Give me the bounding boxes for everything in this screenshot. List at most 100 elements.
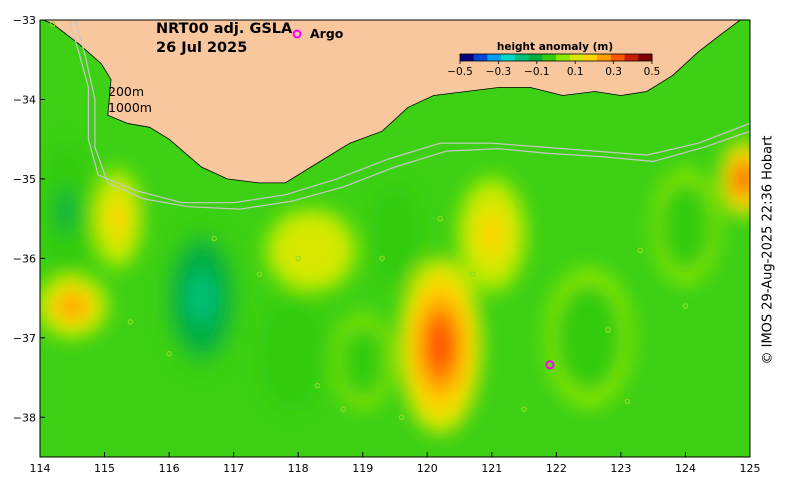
colorbar-swatch — [542, 54, 557, 61]
drifter-marker — [514, 199, 521, 206]
colorbar-tick-label: −0.5 — [447, 66, 473, 78]
anomaly-feature — [651, 168, 720, 285]
colorbar-tick-label: 0.1 — [567, 66, 584, 78]
drifter-marker — [637, 247, 644, 254]
colorbar-gradient — [459, 53, 653, 62]
x-tick-label: 115 — [94, 462, 115, 475]
plot-frame — [39, 19, 751, 458]
drifter-marker — [166, 350, 172, 357]
colorbar-swatch — [473, 54, 488, 61]
anomaly-contour — [425, 315, 455, 376]
drifter-marker — [469, 271, 476, 278]
y-tick-label: −38 — [13, 411, 36, 424]
colorbar-swatch — [610, 54, 625, 61]
x-tick-label: 121 — [481, 462, 502, 475]
drifter-marker — [340, 406, 347, 413]
x-tick-label: 114 — [30, 462, 51, 475]
colorbar-tick-label: 0.5 — [644, 66, 661, 78]
anomaly-contour — [187, 272, 215, 324]
colorbar-swatch — [638, 54, 653, 61]
x-tick-label: 117 — [223, 462, 244, 475]
colorbar-title: height anomaly (m) — [497, 41, 613, 53]
x-tick-label: 123 — [610, 462, 631, 475]
anomaly-feature — [719, 140, 750, 217]
anomaly-feature — [263, 206, 360, 295]
x-tick-label: 118 — [288, 462, 309, 475]
colorbar-swatch — [569, 54, 584, 61]
anomaly-contour — [735, 165, 750, 192]
colorbar-swatch — [597, 54, 612, 61]
anomaly-field — [40, 140, 750, 434]
anomaly-contour — [673, 206, 698, 247]
drifter-marker — [605, 327, 611, 333]
argo-legend-icon — [292, 29, 302, 39]
y-tick-label: −37 — [13, 332, 36, 345]
colorbar-tick-label: −0.3 — [486, 66, 512, 78]
x-tick-label: 122 — [546, 462, 567, 475]
anomaly-contour — [56, 186, 76, 235]
drifter-marker — [437, 215, 443, 222]
colorbar-swatch — [556, 54, 571, 61]
drifter-marker — [379, 255, 385, 262]
x-axis: 114 115 116 117 118 119 120 121 122 123 124 125 — [30, 452, 761, 475]
isobath-label-200m: 200m — [108, 84, 144, 99]
anomaly-contour — [573, 314, 604, 362]
drifter-marker — [50, 21, 56, 27]
isobath-200m — [68, 20, 750, 204]
anomaly-feature — [40, 272, 111, 341]
anomaly-feature — [257, 295, 326, 412]
isobath-label-1000m: 1000m — [108, 100, 152, 115]
x-tick-label: 119 — [352, 462, 373, 475]
anomaly-contour — [280, 333, 304, 374]
x-tick-label: 120 — [417, 462, 438, 475]
anomaly-feature — [455, 174, 528, 295]
anomaly-feature — [332, 313, 393, 410]
drifter-marker — [256, 271, 263, 278]
anomaly-feature — [161, 223, 242, 374]
map-date: 26 Jul 2025 — [156, 40, 247, 56]
colorbar-swatch — [583, 54, 598, 61]
map-product-title: NRT00 adj. GSLA — [156, 21, 293, 37]
y-tick-label: −36 — [13, 252, 36, 265]
y-tick-label: −33 — [13, 14, 36, 27]
anomaly-contour — [386, 217, 404, 252]
colorbar-swatch — [487, 54, 502, 61]
anomaly-feature — [91, 166, 144, 271]
anomaly-feature — [398, 257, 483, 434]
colorbar: height anomaly (m) −0.5 −0.3 −0.1 0.1 0.3 0.5 — [447, 41, 660, 78]
colorbar-swatch — [514, 54, 529, 61]
colorbar-ticks: −0.5 −0.3 −0.1 0.1 0.3 0.5 — [447, 61, 660, 78]
drifter-marker — [398, 414, 405, 421]
imos-credit-text: © IMOS 29-Aug-2025 22:36 Hobart — [760, 135, 776, 365]
colorbar-swatch — [624, 54, 639, 61]
colorbar-tick-label: −0.1 — [524, 66, 550, 78]
colorbar-tick-label: 0.3 — [605, 66, 622, 78]
anomaly-feature — [40, 140, 94, 281]
colorbar-swatch — [460, 54, 475, 61]
x-tick-label: 125 — [740, 462, 761, 475]
anomaly-contour — [59, 294, 86, 318]
drifter-marker — [624, 398, 631, 405]
argo-float-marker — [545, 360, 555, 370]
argo-floats — [50, 21, 689, 421]
isobath-1000m — [74, 20, 750, 210]
drifter-marker — [682, 303, 689, 309]
drifter-marker — [295, 255, 301, 262]
drifter-marker — [521, 406, 527, 413]
x-tick-label: 124 — [675, 462, 696, 475]
drifter-marker — [314, 382, 321, 389]
x-tick-label: 116 — [159, 462, 180, 475]
colorbar-swatch — [501, 54, 516, 61]
drifter-marker — [127, 319, 134, 325]
colorbar-swatch — [528, 54, 543, 61]
colorbar-frame — [459, 53, 653, 62]
y-axis: −33 −34 −35 −36 −37 −38 — [13, 14, 45, 424]
anomaly-contour — [352, 345, 373, 378]
drifter-marker — [211, 235, 218, 242]
y-tick-label: −34 — [13, 93, 36, 106]
anomaly-feature — [369, 184, 421, 285]
anomaly-feature — [544, 267, 633, 408]
argo-legend-label: Argo — [310, 26, 344, 41]
anomaly-contour — [108, 200, 127, 237]
